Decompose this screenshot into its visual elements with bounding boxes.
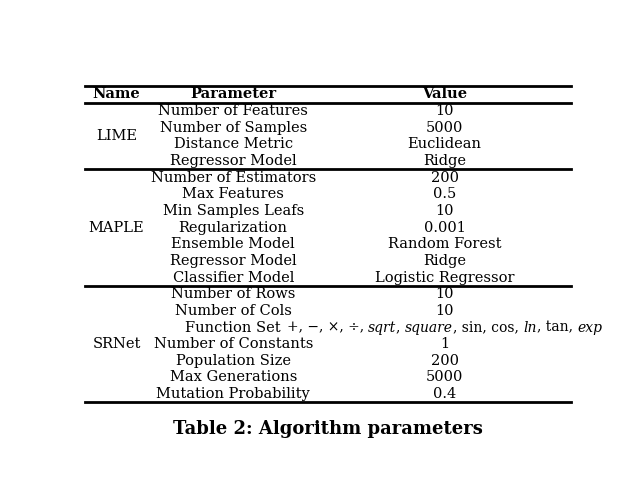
Text: Classifier Model: Classifier Model bbox=[173, 271, 294, 285]
Text: Name: Name bbox=[93, 88, 140, 101]
Text: 10: 10 bbox=[435, 104, 454, 118]
Text: Parameter: Parameter bbox=[190, 88, 276, 101]
Text: SRNet: SRNet bbox=[92, 337, 141, 351]
Text: Function Set: Function Set bbox=[186, 320, 281, 335]
Text: 0.001: 0.001 bbox=[424, 221, 465, 235]
Text: 0.5: 0.5 bbox=[433, 187, 456, 201]
Text: Ridge: Ridge bbox=[423, 154, 466, 168]
Text: Max Features: Max Features bbox=[182, 187, 284, 201]
Text: MAPLE: MAPLE bbox=[89, 221, 145, 235]
Text: Random Forest: Random Forest bbox=[388, 237, 501, 251]
Text: 200: 200 bbox=[431, 171, 459, 185]
Text: 1: 1 bbox=[440, 337, 449, 351]
Text: Mutation Probability: Mutation Probability bbox=[156, 387, 310, 401]
Text: Number of Constants: Number of Constants bbox=[154, 337, 313, 351]
Text: Population Size: Population Size bbox=[176, 354, 291, 368]
Text: Number of Cols: Number of Cols bbox=[175, 304, 292, 318]
Text: Min Samples Leafs: Min Samples Leafs bbox=[163, 204, 304, 218]
Text: Regularization: Regularization bbox=[179, 221, 288, 235]
Text: Regressor Model: Regressor Model bbox=[170, 254, 296, 268]
Text: 5000: 5000 bbox=[426, 121, 463, 135]
Text: Distance Metric: Distance Metric bbox=[173, 137, 292, 151]
Text: Value: Value bbox=[422, 88, 467, 101]
Text: sqrt: sqrt bbox=[368, 320, 396, 335]
Text: Ensemble Model: Ensemble Model bbox=[172, 237, 295, 251]
Text: Number of Samples: Number of Samples bbox=[159, 121, 307, 135]
Text: 10: 10 bbox=[435, 287, 454, 301]
Text: Ridge: Ridge bbox=[423, 254, 466, 268]
Text: , tan,: , tan, bbox=[537, 320, 577, 335]
Text: Table 2: Algorithm parameters: Table 2: Algorithm parameters bbox=[173, 420, 483, 438]
Text: +, −, ×, ÷,: +, −, ×, ÷, bbox=[287, 320, 368, 335]
Text: 5000: 5000 bbox=[426, 370, 463, 385]
Text: 10: 10 bbox=[435, 204, 454, 218]
Text: ln: ln bbox=[524, 320, 537, 335]
Text: square: square bbox=[405, 320, 453, 335]
Text: Number of Rows: Number of Rows bbox=[171, 287, 296, 301]
Text: LIME: LIME bbox=[96, 129, 137, 143]
Text: 10: 10 bbox=[435, 304, 454, 318]
Text: Euclidean: Euclidean bbox=[408, 137, 482, 151]
Text: ,: , bbox=[396, 320, 405, 335]
Text: Number of Estimators: Number of Estimators bbox=[150, 171, 316, 185]
Text: exp: exp bbox=[577, 320, 602, 335]
Text: 200: 200 bbox=[431, 354, 459, 368]
Text: , sin, cos,: , sin, cos, bbox=[453, 320, 524, 335]
Text: Number of Features: Number of Features bbox=[158, 104, 308, 118]
Text: Regressor Model: Regressor Model bbox=[170, 154, 296, 168]
Text: 0.4: 0.4 bbox=[433, 387, 456, 401]
Text: Max Generations: Max Generations bbox=[170, 370, 297, 385]
Text: Logistic Regressor: Logistic Regressor bbox=[375, 271, 515, 285]
